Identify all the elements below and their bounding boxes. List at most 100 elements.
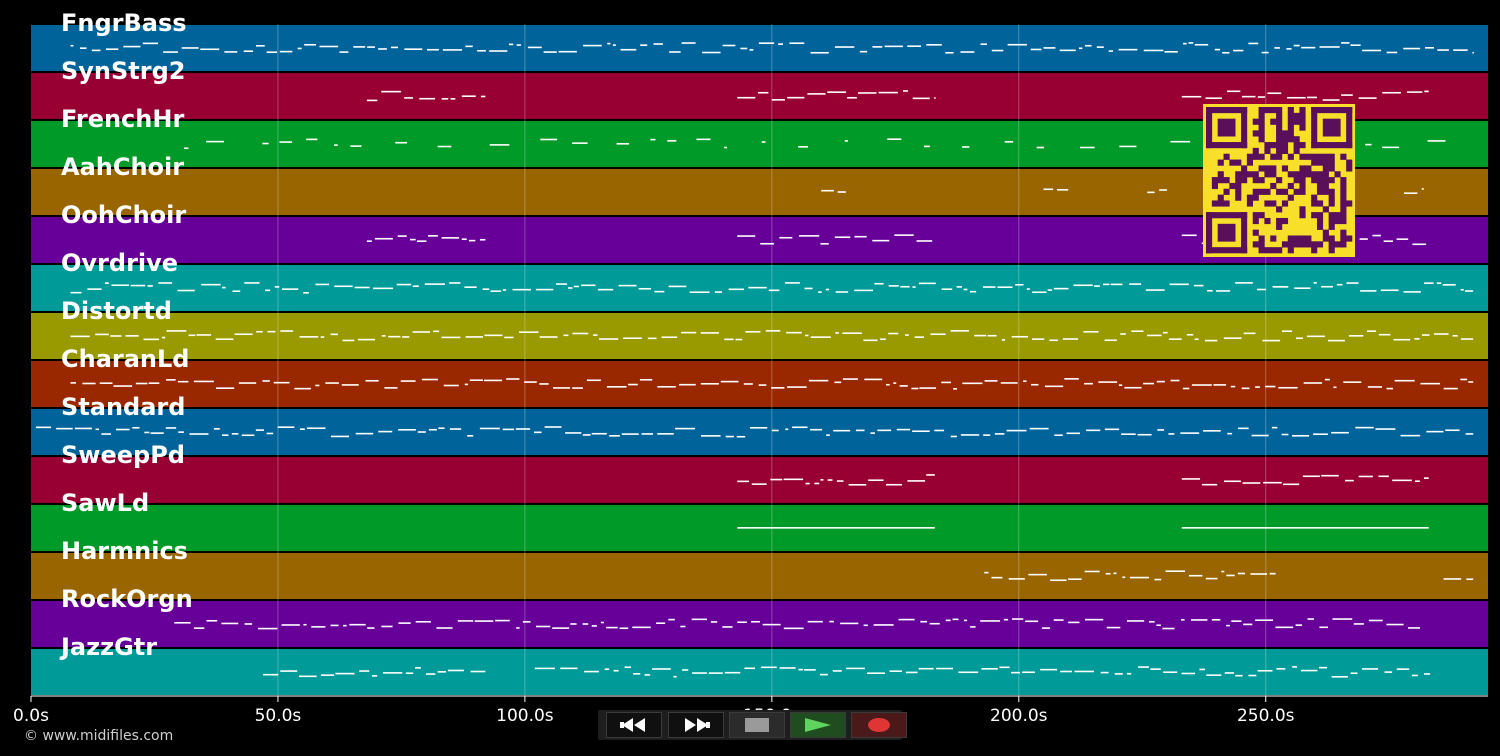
qr-module [1264,247,1271,254]
note [1396,668,1410,670]
note [1211,619,1221,621]
note [724,146,728,149]
note [419,97,436,100]
note [1182,387,1190,390]
note [792,426,808,429]
note [963,619,968,622]
note [1472,51,1474,54]
note [836,480,844,482]
fast-forward-button[interactable] [668,712,724,738]
note [1372,234,1381,237]
note [844,140,848,142]
qr-module [1276,136,1283,143]
note [1353,623,1364,625]
note [1396,238,1409,240]
note [628,383,638,386]
note [899,385,908,387]
note [391,46,399,49]
note [757,91,769,94]
qr-module [1334,212,1341,219]
note [620,48,637,51]
note [984,380,998,382]
stop-button[interactable] [729,712,785,738]
note [1392,479,1412,482]
note [919,387,937,389]
note [1062,338,1079,340]
note [320,336,325,338]
note [438,427,445,430]
note [461,238,467,241]
note [599,338,619,340]
note [900,285,910,288]
qr-module [1252,171,1259,178]
note [303,292,309,294]
qr-module [1340,182,1347,190]
note [427,235,438,237]
note [607,42,611,45]
note [359,670,370,672]
qr-module [1299,124,1306,131]
note [1241,387,1250,390]
qr-module [1211,200,1218,207]
qr-module [1281,217,1289,225]
note [104,282,109,284]
note [1255,619,1274,622]
note [582,434,591,436]
note [464,286,477,288]
note [374,237,393,240]
note [960,434,980,436]
qr-module [1246,200,1254,207]
note [255,429,265,431]
note [1181,672,1196,675]
note [953,388,957,390]
note [1143,49,1164,52]
note [527,46,542,49]
note [404,97,414,99]
qr-module [1246,194,1254,201]
note [907,45,921,47]
note [639,378,653,381]
note [930,333,946,336]
qr-module [1299,182,1306,190]
note [868,479,884,482]
note [1408,627,1420,629]
note [258,627,278,630]
note [893,382,897,384]
note [1201,483,1218,486]
record-button[interactable] [851,712,907,738]
qr-module [1334,171,1341,178]
qr-module [1287,182,1294,190]
note [570,623,577,625]
qr-module [1217,194,1224,201]
qr-module [1299,212,1306,219]
note [846,667,865,670]
note [818,291,822,293]
note [1292,666,1297,668]
qr-module [1258,112,1265,119]
note [952,618,959,621]
note [1452,335,1458,337]
rewind-button[interactable] [606,712,662,738]
note [280,330,294,332]
play-button[interactable] [790,712,846,738]
note [415,667,421,669]
note [1157,429,1165,431]
note [1382,146,1400,149]
note [1345,479,1354,482]
note [591,432,607,435]
note [70,44,74,47]
note [877,429,892,432]
qr-module [1299,107,1306,114]
note [840,622,859,625]
note [1233,49,1244,52]
note [1094,285,1100,287]
note [424,283,445,285]
note [737,480,750,483]
note [1137,433,1152,436]
qr-module [1223,177,1230,184]
note [1181,95,1202,98]
note [1321,474,1339,477]
note [325,382,339,384]
qr-module [1322,153,1329,160]
qr-module [1322,229,1329,236]
